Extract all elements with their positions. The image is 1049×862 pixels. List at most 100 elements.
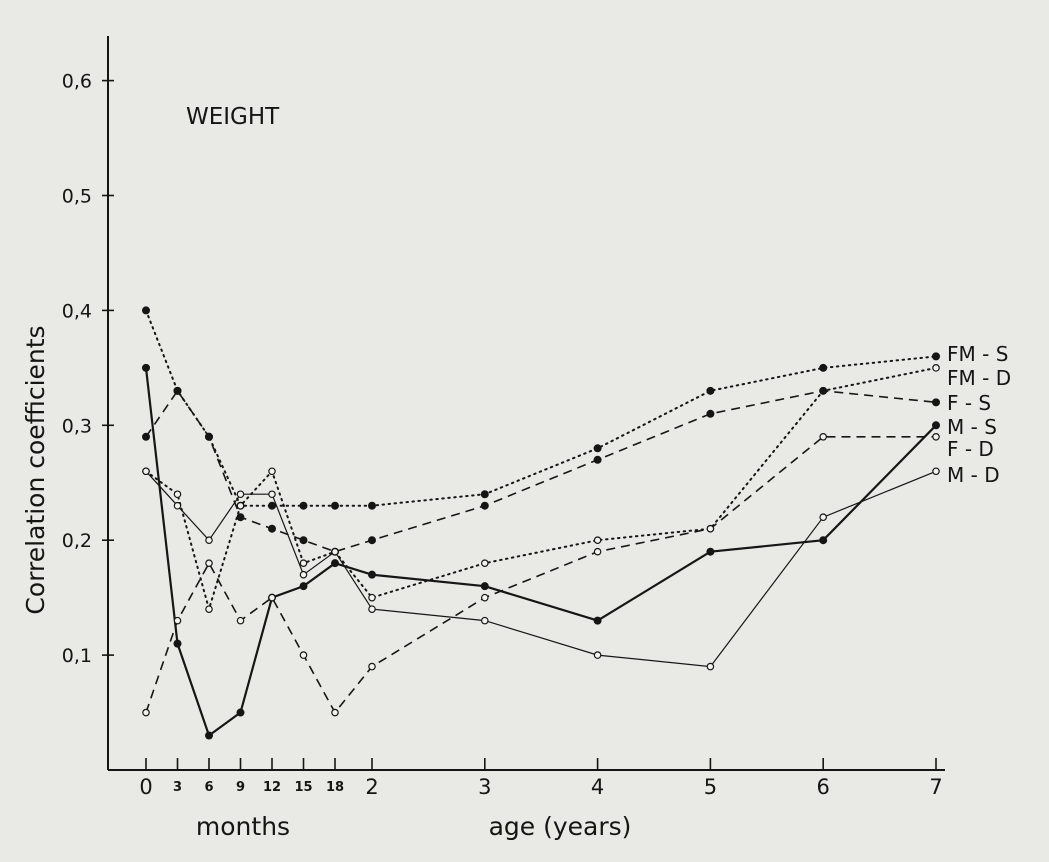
- data-point: [142, 708, 150, 717]
- data-point: [173, 386, 182, 395]
- data-point: [819, 513, 828, 522]
- data-point: [932, 467, 940, 476]
- x-tick-label: 18: [326, 780, 344, 795]
- data-point: [706, 409, 715, 418]
- data-point: [299, 570, 308, 579]
- data-point: [480, 501, 489, 510]
- data-point: [368, 593, 376, 602]
- data-point: [268, 490, 276, 499]
- data-point: [593, 616, 602, 625]
- y-tick-label: 0,2: [62, 530, 92, 552]
- chart-title: WEIGHT: [186, 104, 280, 130]
- data-point: [706, 524, 715, 533]
- legend-label: M - S: [947, 415, 997, 439]
- x-tick-label: 6: [204, 780, 213, 795]
- data-point: [480, 582, 489, 591]
- data-point: [819, 363, 828, 372]
- data-point: [819, 386, 828, 395]
- data-point: [236, 490, 245, 499]
- data-point: [299, 582, 308, 591]
- data-point: [593, 536, 602, 545]
- data-point: [706, 386, 715, 395]
- y-tick-label: 0,3: [62, 415, 92, 437]
- data-point: [173, 639, 182, 648]
- x-tick-label: 4: [591, 775, 604, 799]
- x-tick-label: 15: [294, 780, 312, 795]
- data-point: [819, 536, 828, 545]
- data-point: [236, 708, 245, 717]
- x-axis-label: age (years): [489, 812, 632, 841]
- data-point: [368, 605, 376, 613]
- x-tick-label: 0: [139, 775, 152, 799]
- y-ticks: 0,1 0,2 0,3 0,4 0,5 0,6: [62, 71, 114, 667]
- data-point: [480, 616, 489, 625]
- x-tick-label: 12: [263, 780, 281, 795]
- data-point: [368, 536, 376, 545]
- data-point: [932, 432, 940, 441]
- data-point: [593, 651, 602, 659]
- data-point: [205, 731, 213, 740]
- data-point: [932, 421, 940, 430]
- x-tick-label: 5: [704, 775, 717, 799]
- data-point: [205, 605, 213, 613]
- legend-label: M - D: [947, 463, 1000, 487]
- data-point: [236, 616, 245, 625]
- data-point: [331, 559, 339, 568]
- legend-label: FM - S: [947, 342, 1008, 366]
- data-point: [205, 559, 213, 567]
- data-point: [593, 444, 602, 453]
- data-point: [268, 524, 276, 533]
- x-tick-label: 2: [365, 775, 378, 799]
- data-point: [299, 559, 308, 567]
- y-tick-label: 0,4: [62, 300, 92, 322]
- data-point: [368, 662, 376, 671]
- x-ticks: 0 3 6 9 12 15 18 2 3 4 5 6 7: [139, 758, 943, 799]
- data-point: [173, 616, 182, 625]
- data-point: [706, 547, 715, 556]
- legend-label: FM - D: [947, 366, 1011, 390]
- data-point: [142, 467, 150, 476]
- data-point: [268, 467, 276, 476]
- data-point: [480, 593, 489, 602]
- data-point: [268, 501, 276, 510]
- data-point: [205, 432, 213, 441]
- x-tick-label: 3: [173, 780, 182, 795]
- data-point: [142, 306, 150, 315]
- legend-label: F - S: [947, 391, 991, 415]
- axes: [107, 36, 945, 771]
- data-point: [236, 501, 245, 510]
- data-point: [331, 547, 339, 556]
- data-point: [205, 536, 213, 545]
- data-point: [480, 559, 489, 567]
- data-point: [593, 547, 602, 556]
- data-point: [299, 536, 308, 545]
- data-point: [331, 708, 339, 717]
- data-point: [706, 662, 715, 671]
- data-point: [299, 651, 308, 659]
- data-point: [331, 501, 339, 510]
- data-point: [236, 513, 245, 522]
- legend: FM - SFM - DF - SM - SF - DM - D: [947, 342, 1011, 487]
- data-point: [932, 398, 940, 407]
- legend-label: F - D: [947, 437, 994, 461]
- data-point: [173, 501, 182, 510]
- y-axis-label: Correlation coefficients: [21, 325, 50, 614]
- series-layer: [142, 306, 940, 740]
- data-point: [819, 432, 828, 441]
- x-axis-label-months: months: [196, 812, 290, 841]
- data-point: [932, 364, 940, 372]
- x-tick-label: 3: [478, 775, 491, 799]
- x-tick-label: 9: [236, 780, 245, 795]
- data-point: [593, 455, 602, 464]
- x-tick-label: 7: [929, 775, 942, 799]
- data-point: [480, 490, 489, 499]
- data-point: [142, 363, 150, 372]
- data-point: [142, 432, 150, 441]
- x-tick-label: 6: [817, 775, 830, 799]
- data-point: [173, 490, 182, 499]
- y-tick-label: 0,5: [62, 186, 92, 208]
- data-point: [268, 593, 276, 602]
- y-tick-label: 0,1: [62, 645, 92, 667]
